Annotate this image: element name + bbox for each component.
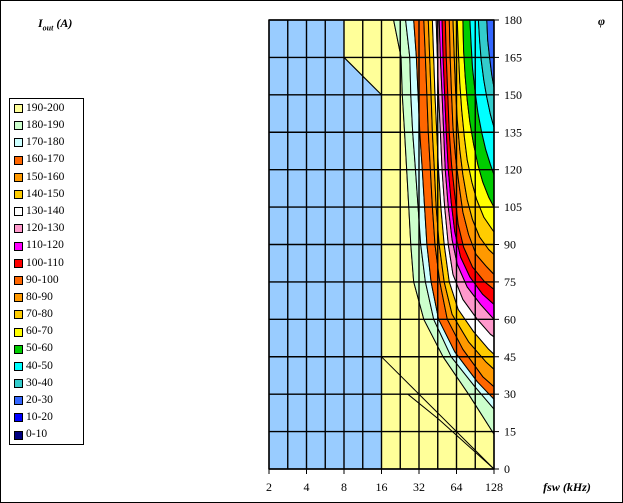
legend: 190-200 180-190 170-180 160-170 150-160 140-1… (9, 98, 84, 445)
legend-label: 50-60 (26, 342, 53, 355)
legend-item: 80-90 (14, 289, 83, 306)
x-tick-label: 8 (341, 480, 347, 494)
legend-swatch (14, 172, 23, 182)
legend-label: 40-50 (26, 359, 53, 372)
legend-label: 140-150 (26, 187, 65, 200)
y-tick-label: 150 (504, 88, 522, 102)
legend-swatch (14, 207, 23, 217)
x-tick-label: 4 (304, 480, 310, 494)
legend-swatch (14, 104, 23, 114)
legend-label: 20-30 (26, 394, 53, 407)
x-tick-label: 32 (413, 480, 425, 494)
y-tick-label: 0 (504, 462, 510, 476)
legend-item: 180-190 (14, 117, 83, 134)
legend-item: 160-170 (14, 152, 83, 169)
legend-swatch (14, 275, 23, 285)
legend-swatch (14, 344, 23, 354)
y-axis-label-left: Iout (A) (38, 16, 72, 32)
legend-swatch (14, 224, 23, 234)
legend-swatch (14, 413, 23, 423)
y-tick-label: 105 (504, 200, 522, 214)
legend-item: 60-70 (14, 323, 83, 340)
legend-item: 0-10 (14, 427, 83, 444)
legend-swatch (14, 396, 23, 406)
y-tick-label: 15 (504, 425, 516, 439)
x-tick-label: 2 (266, 480, 272, 494)
y-axis-label-unit: (A) (56, 16, 73, 30)
legend-label: 150-160 (26, 170, 65, 183)
legend-item: 50-60 (14, 341, 83, 358)
legend-label: 110-120 (26, 239, 64, 252)
y-tick-label: 120 (504, 163, 522, 177)
y-tick-label: 180 (504, 13, 522, 27)
legend-label: 170-180 (26, 136, 65, 149)
x-tick-label: 64 (451, 480, 463, 494)
legend-label: 190-200 (26, 101, 65, 114)
legend-label: 80-90 (26, 290, 53, 303)
legend-label: 0-10 (26, 428, 48, 441)
legend-item: 120-130 (14, 220, 83, 237)
legend-item: 30-40 (14, 375, 83, 392)
legend-item: 150-160 (14, 169, 83, 186)
legend-swatch (14, 361, 23, 371)
legend-item: 190-200 (14, 100, 83, 117)
legend-swatch (14, 258, 23, 268)
y-tick-label: 90 (504, 238, 516, 252)
y-axis-label-symbol: I (38, 16, 43, 30)
legend-item: 100-110 (14, 255, 83, 272)
legend-item: 140-150 (14, 186, 83, 203)
legend-item: 70-80 (14, 306, 83, 323)
legend-swatch (14, 138, 23, 148)
y-tick-label: 30 (504, 387, 516, 401)
y-tick-label: 165 (504, 50, 522, 64)
legend-swatch (14, 379, 23, 389)
y-axis-label-right: φ (598, 14, 606, 28)
legend-item: 10-20 (14, 409, 83, 426)
y-tick-label: 45 (504, 350, 516, 364)
legend-swatch (14, 310, 23, 320)
legend-swatch (14, 121, 23, 131)
legend-label: 130-140 (26, 204, 65, 217)
legend-swatch (14, 155, 23, 165)
x-axis-label: fsw (kHz) (543, 480, 591, 494)
legend-label: 100-110 (26, 256, 64, 269)
legend-label: 10-20 (26, 411, 53, 424)
legend-swatch (14, 327, 23, 337)
legend-item: 20-30 (14, 392, 83, 409)
x-tick-label: 16 (376, 480, 388, 494)
y-axis-label-subscript: out (42, 23, 54, 33)
legend-label: 70-80 (26, 308, 53, 321)
legend-item: 40-50 (14, 358, 83, 375)
legend-label: 90-100 (26, 273, 59, 286)
legend-item: 110-120 (14, 238, 83, 255)
legend-label: 60-70 (26, 325, 53, 338)
x-tick-label: 128 (485, 480, 503, 494)
legend-swatch (14, 293, 23, 303)
legend-item: 170-180 (14, 134, 83, 151)
legend-label: 180-190 (26, 119, 65, 132)
legend-label: 30-40 (26, 376, 53, 389)
legend-item: 90-100 (14, 272, 83, 289)
y-tick-label: 75 (504, 275, 516, 289)
y-tick-label: 135 (504, 125, 522, 139)
y-tick-label: 60 (504, 312, 516, 326)
legend-label: 160-170 (26, 153, 65, 166)
legend-item: 130-140 (14, 203, 83, 220)
legend-swatch (14, 190, 23, 200)
legend-swatch (14, 430, 23, 440)
legend-swatch (14, 241, 23, 251)
legend-label: 120-130 (26, 222, 65, 235)
